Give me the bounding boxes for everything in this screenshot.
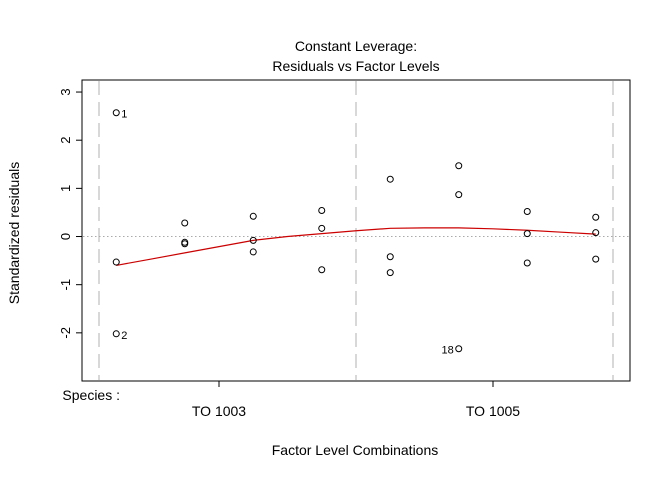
y-tick-label: 1	[58, 185, 73, 192]
y-tick-label: 0	[58, 233, 73, 240]
data-point	[592, 255, 600, 263]
data-point	[249, 248, 257, 256]
data-point	[386, 175, 394, 183]
point-label: 18	[442, 345, 454, 357]
x-axis: TO 1003 TO 1005	[192, 381, 520, 419]
data-point	[249, 212, 257, 220]
data-point	[455, 345, 463, 353]
data-point	[249, 236, 257, 244]
data-point	[318, 207, 326, 215]
chart-title-line-1: Constant Leverage:	[295, 38, 417, 54]
point-label: 2	[121, 330, 127, 342]
data-point	[112, 330, 120, 338]
smoothed-trend-line	[116, 227, 596, 267]
y-tick-label: -2	[58, 327, 73, 339]
x-tick-label: TO 1003	[192, 403, 246, 419]
data-point	[318, 266, 326, 274]
y-axis: -2 -1 0 1 2 3	[58, 88, 83, 339]
chart-title-line-2: Residuals vs Factor Levels	[272, 58, 439, 74]
data-point	[181, 219, 189, 227]
x-axis-label: Factor Level Combinations	[272, 442, 439, 458]
data-point	[455, 191, 463, 199]
data-point	[592, 213, 600, 221]
data-point	[386, 269, 394, 277]
y-axis-label: Standardized residuals	[6, 162, 22, 304]
data-point	[523, 207, 531, 215]
point-labels: 1 2 18	[121, 109, 454, 357]
data-point	[112, 258, 120, 266]
x-tick-label: TO 1005	[466, 403, 520, 419]
point-label: 1	[121, 109, 127, 121]
data-point	[181, 240, 189, 248]
data-point	[112, 109, 120, 117]
y-tick-label: 3	[58, 88, 73, 95]
data-point	[318, 224, 326, 232]
data-point	[523, 230, 531, 238]
data-point	[455, 162, 463, 170]
y-tick-label: -1	[58, 279, 73, 291]
data-point	[592, 229, 600, 237]
y-tick-label: 2	[58, 137, 73, 144]
data-point	[386, 253, 394, 261]
data-points	[112, 109, 600, 353]
factor-label: Species :	[62, 387, 120, 403]
data-point	[523, 259, 531, 267]
